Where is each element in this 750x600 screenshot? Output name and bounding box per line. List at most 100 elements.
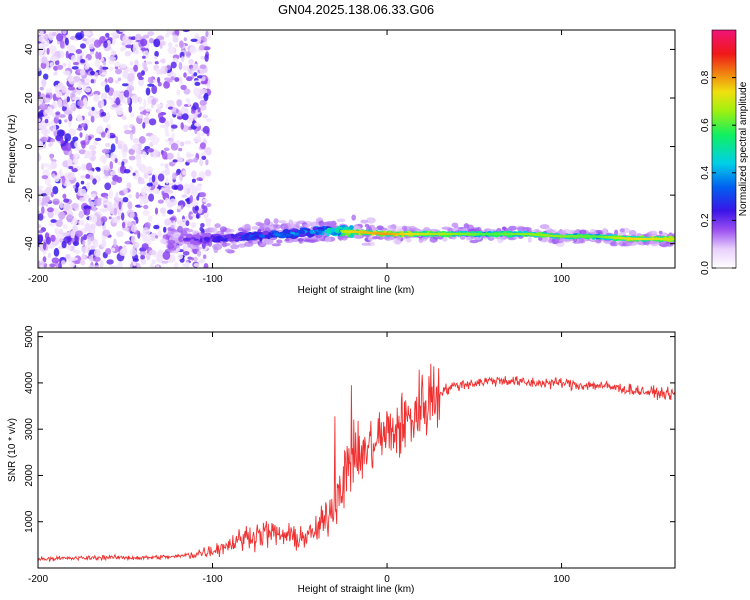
x-tick-label: 100 — [553, 574, 570, 585]
spectrogram-cell — [139, 197, 143, 207]
spectrogram-cell — [310, 229, 314, 233]
spectrogram-cell — [102, 229, 111, 237]
spectrogram-cell — [100, 216, 108, 223]
spectrogram-cell — [149, 263, 154, 268]
spectrogram-cell — [298, 233, 307, 238]
spectrogram-cell — [147, 76, 154, 84]
colorbar-label: Normalized spectral amplitude — [738, 81, 749, 216]
spectrogram-cell — [176, 205, 182, 210]
spectrogram-cell — [124, 129, 131, 135]
spectrogram-cell — [200, 223, 205, 228]
spectrogram-cell — [349, 233, 355, 238]
spectrogram-cell — [179, 40, 184, 48]
spectrogram-cell — [615, 240, 623, 246]
spectrogram-cell — [193, 263, 200, 267]
x-tick-label: -200 — [28, 574, 48, 585]
spectrogram-cell — [132, 258, 139, 262]
spectrogram-cell — [84, 208, 91, 216]
snr-ylabel: SNR (10 * v/v) — [7, 418, 18, 482]
spectrogram-cell — [194, 81, 201, 86]
spectrogram-cell — [371, 236, 379, 240]
spectrogram-cell — [146, 253, 151, 261]
spectrogram-cell — [114, 158, 118, 164]
spectrogram-cell — [73, 240, 79, 246]
spectrogram-cell — [278, 220, 287, 224]
spectrogram-cell — [119, 94, 123, 101]
spectrogram-cell — [142, 209, 150, 216]
spectrogram-cell — [40, 30, 44, 37]
spectrogram-cell — [50, 234, 56, 242]
spectrogram-cell — [161, 58, 166, 64]
spectrogram-cell — [284, 228, 289, 232]
spectrogram-cell — [38, 230, 44, 234]
spectrogram-cell — [201, 204, 205, 210]
spectrogram-cell — [500, 236, 507, 240]
spectrogram-cell — [93, 114, 100, 119]
spectrogram-cell — [115, 191, 119, 201]
spectrogram-cell — [115, 136, 119, 145]
spectrogram-cell — [168, 182, 175, 186]
spectrogram-cell — [108, 189, 114, 199]
spectrogram-cell — [171, 124, 178, 129]
spectrogram-cell — [312, 227, 319, 231]
spectrogram-cell — [183, 37, 187, 42]
spectrogram-cell — [619, 228, 625, 233]
spectrogram-cell — [46, 47, 50, 55]
spectrogram-cell — [45, 88, 53, 93]
spectrogram-cell — [165, 177, 169, 185]
spectrogram-cell — [48, 107, 54, 116]
spectrogram-cell — [212, 230, 222, 235]
spectrogram-cell — [310, 221, 320, 228]
spectrogram-cell — [67, 75, 73, 78]
spectrogram-cell — [182, 251, 190, 256]
spectrogram-cell — [153, 38, 161, 48]
spectrogram-cell — [203, 93, 209, 102]
spectrogram-cell — [336, 218, 346, 223]
spectrogram-cell — [170, 143, 179, 151]
spectrogram-cell — [209, 227, 218, 232]
spectrogram-cell — [75, 182, 80, 188]
spectrogram-cell — [151, 174, 156, 183]
spectrogram-cell — [401, 225, 408, 231]
spectrogram-cell — [155, 235, 159, 239]
spectrogram-cell — [43, 73, 49, 80]
spectrogram-cell — [206, 203, 212, 207]
spectrogram-cell — [285, 233, 292, 237]
spectrogram-cell — [193, 72, 198, 77]
spectrogram-cell — [128, 148, 135, 155]
colorbar-tick-label: 0.2 — [700, 213, 711, 227]
spectrogram-cell — [131, 144, 139, 150]
spectrogram-cell — [360, 219, 369, 224]
spectrogram-cell — [278, 232, 284, 235]
spectrogram-cell — [118, 30, 127, 33]
spectrogram-cell — [93, 140, 99, 146]
spectrogram-cell — [185, 220, 190, 227]
spectrogram-cell — [140, 38, 148, 47]
spectrogram-cell — [318, 230, 322, 235]
spectrogram-cell — [51, 257, 60, 264]
spectrogram-cell — [100, 81, 107, 87]
spectrogram-cell — [146, 182, 153, 187]
spectrogram-cell — [142, 169, 147, 174]
spectrogram-cell — [147, 83, 155, 87]
spectrogram-cell — [52, 198, 60, 206]
spectrogram-cell — [75, 147, 81, 151]
spectrogram-cell — [93, 248, 101, 258]
spectrogram-cell — [177, 254, 183, 260]
spectrogram-cell — [170, 61, 177, 69]
spectrogram-cell — [77, 80, 83, 90]
spectrogram-cell — [45, 186, 52, 196]
spectrogram-cell — [200, 55, 205, 60]
spectrogram-cell — [183, 88, 191, 95]
spectrogram-cell — [217, 237, 221, 242]
spectrogram-cell — [41, 78, 47, 88]
spectrogram-cell — [190, 222, 197, 229]
spectrogram-cell — [109, 66, 114, 72]
spectrogram-cell — [156, 254, 164, 263]
spectrogram-cell — [672, 237, 675, 241]
spectrogram-cell — [203, 263, 209, 268]
spectrogram-cell — [191, 178, 196, 183]
spectrogram-cell — [394, 239, 402, 245]
